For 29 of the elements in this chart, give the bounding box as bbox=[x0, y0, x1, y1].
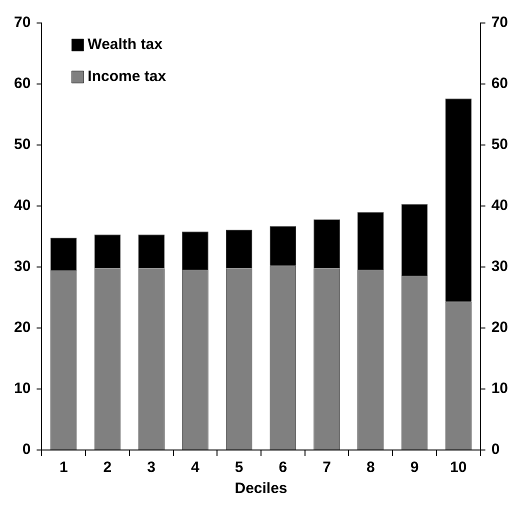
x-tick-label: 10 bbox=[450, 459, 467, 476]
y-tick-label: 40 bbox=[14, 197, 31, 214]
x-tick-label: 6 bbox=[278, 459, 288, 476]
x-axis-title: Deciles bbox=[234, 480, 288, 498]
x-tick-label: 8 bbox=[366, 459, 375, 476]
y2-tick-label: 60 bbox=[491, 75, 508, 92]
y2-tick-label: 20 bbox=[491, 319, 508, 336]
y-tick-label: 70 bbox=[14, 14, 31, 32]
y-tick-label: 30 bbox=[14, 258, 31, 276]
y2-tick-label: 70 bbox=[491, 14, 508, 32]
x-tick-label: 3 bbox=[147, 459, 156, 476]
y2-tick-label: 50 bbox=[491, 136, 508, 154]
y-tick-label: 50 bbox=[14, 136, 31, 154]
y-tick-label: 60 bbox=[14, 75, 31, 92]
x-tick-label: 1 bbox=[59, 459, 68, 476]
x-tick-label: 4 bbox=[191, 459, 200, 476]
y-tick-label: 0 bbox=[22, 441, 31, 458]
y-tick-label: 10 bbox=[14, 380, 31, 398]
legend-label: Wealth tax bbox=[88, 36, 164, 54]
legend-label: Income tax bbox=[88, 68, 167, 86]
y2-tick-label: 0 bbox=[491, 441, 500, 458]
x-tick-label: 5 bbox=[234, 459, 244, 476]
y2-tick-label: 10 bbox=[491, 380, 508, 398]
y2-tick-label: 30 bbox=[491, 258, 508, 276]
x-tick-label: 2 bbox=[103, 459, 112, 476]
y-tick-label: 20 bbox=[14, 319, 31, 336]
y2-tick-label: 40 bbox=[491, 197, 508, 214]
x-tick-label: 7 bbox=[322, 459, 331, 476]
x-tick-label: 9 bbox=[410, 459, 419, 476]
